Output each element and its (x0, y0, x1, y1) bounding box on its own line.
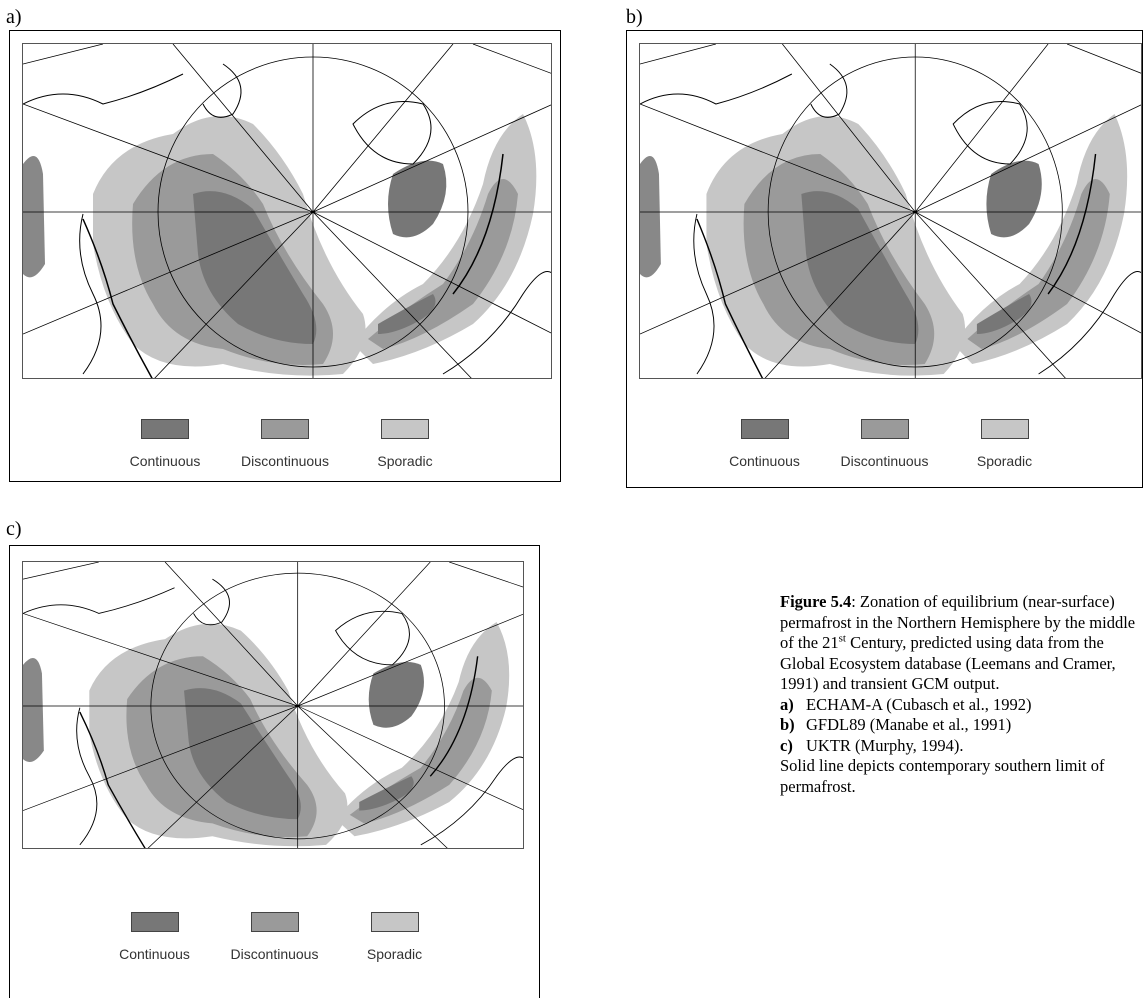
legend-swatch (261, 419, 309, 439)
figure-label: Figure 5.4 (780, 592, 852, 611)
caption-item: b) GFDL89 (Manabe et al., 1991) (780, 715, 1142, 736)
legend-item: Discontinuous (225, 419, 345, 469)
item-text: GFDL89 (Manabe et al., 1991) (806, 715, 1012, 734)
legend-swatch (740, 419, 789, 439)
legend-label: Discontinuous (230, 946, 319, 962)
panel-label: a) (6, 6, 22, 28)
legend-swatch (130, 912, 179, 932)
caption-item: a) ECHAM-A (Cubasch et al., 1992) (780, 695, 1142, 716)
legend-swatch (980, 419, 1029, 439)
legend-item: Discontinuous (825, 419, 945, 469)
legend-swatch (381, 419, 429, 439)
superscript: st (838, 632, 846, 645)
legend-item: Sporadic (335, 912, 455, 962)
legend: Continuous Discontinuous Sporadic (10, 912, 539, 962)
panel: Continuous Discontinuous Sporadic (626, 30, 1143, 488)
legend-label: Continuous (129, 453, 201, 469)
panel: Continuous Discontinuous Sporadic (9, 30, 561, 482)
caption-item: c) UKTR (Murphy, 1994). (780, 736, 1142, 757)
legend-label: Sporadic (377, 453, 433, 469)
legend-item: Sporadic (345, 419, 465, 469)
legend-item: Sporadic (945, 419, 1065, 469)
legend: Continuous Discontinuous Sporadic (10, 419, 560, 469)
map (22, 561, 524, 849)
item-text: ECHAM-A (Cubasch et al., 1992) (806, 694, 1032, 714)
legend-item: Continuous (95, 912, 215, 962)
legend-label: Sporadic (366, 946, 423, 962)
legend-label: Continuous (119, 946, 190, 962)
panel-label: c) (6, 518, 22, 540)
caption: Figure 5.4: Zonation of equilibrium (nea… (780, 592, 1142, 797)
caption-note: Solid line depicts contemporary southern… (780, 756, 1105, 796)
legend-swatch (370, 912, 419, 932)
legend: Continuous Discontinuous Sporadic (627, 419, 1142, 469)
legend-label: Sporadic (976, 453, 1033, 469)
legend-item: Discontinuous (215, 912, 335, 962)
legend-label: Continuous (729, 453, 800, 469)
legend-item: Continuous (705, 419, 825, 469)
legend-swatch (141, 419, 189, 439)
legend-label: Discontinuous (241, 453, 329, 469)
item-label: a) (780, 694, 794, 714)
caption-list: a) ECHAM-A (Cubasch et al., 1992) b) GFDL89… (780, 695, 1142, 757)
legend-swatch (860, 419, 909, 439)
panel-label: b) (626, 6, 643, 28)
caption-text: Figure 5.4: Zonation of equilibrium (nea… (780, 592, 1142, 695)
legend-item: Continuous (105, 419, 225, 469)
caption-body: Century, predicted using data from the G… (780, 633, 1116, 693)
caption-body: : Zonation of equilibrium (near-surface)… (780, 592, 1136, 652)
legend-swatch (250, 912, 299, 932)
legend-label: Discontinuous (840, 453, 929, 469)
item-label: c) (780, 735, 793, 755)
panel: Continuous Discontinuous Sporadic (9, 545, 540, 998)
item-label: b) (780, 715, 795, 734)
item-text: UKTR (Murphy, 1994). (806, 735, 964, 755)
map (639, 43, 1142, 379)
map (22, 43, 552, 379)
